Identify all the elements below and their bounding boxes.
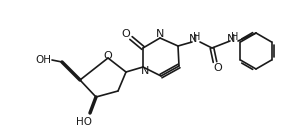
Text: N: N xyxy=(189,34,197,44)
Text: O: O xyxy=(103,51,112,61)
Text: H: H xyxy=(193,32,201,42)
Text: N: N xyxy=(141,66,149,76)
Text: N: N xyxy=(227,34,235,44)
Text: O: O xyxy=(122,29,130,39)
Text: HO: HO xyxy=(76,117,92,127)
Text: H: H xyxy=(231,32,239,42)
Text: O: O xyxy=(214,63,222,73)
Text: OH: OH xyxy=(35,55,51,65)
Text: N: N xyxy=(156,29,164,39)
